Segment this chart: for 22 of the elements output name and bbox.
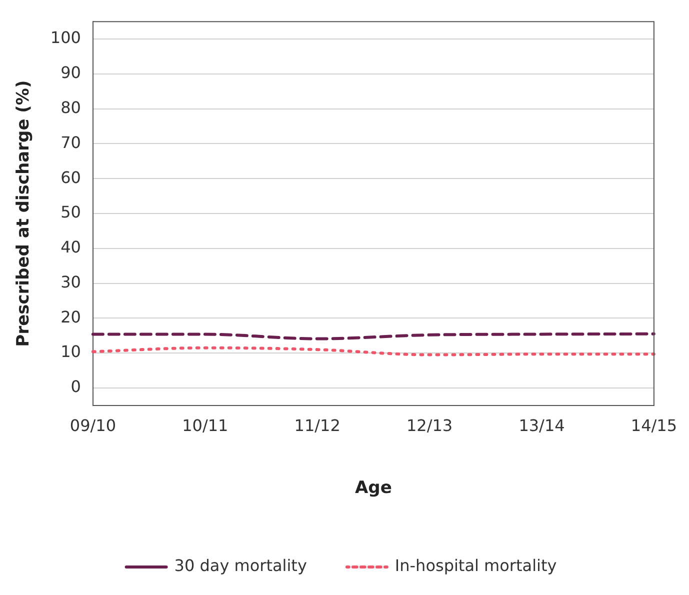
y-tick-label: 0 xyxy=(70,377,81,396)
y-tick-label: 90 xyxy=(60,63,81,82)
y-tick-label: 10 xyxy=(60,342,81,362)
line-series xyxy=(91,346,656,356)
y-tick-label: 20 xyxy=(60,307,81,326)
x-tick-label: 13/14 xyxy=(518,416,565,436)
legend-label: In-hospital mortality xyxy=(394,556,557,576)
y-axis-title: Prescribed at discharge (%) xyxy=(14,80,34,347)
x-tick-label: 12/13 xyxy=(406,416,453,436)
y-tick-label: 100 xyxy=(50,28,81,48)
y-tick-label: 40 xyxy=(60,238,81,257)
y-tick-label: 70 xyxy=(60,132,81,152)
x-axis-title: Age xyxy=(355,478,392,498)
x-tick-label: 14/15 xyxy=(630,416,677,436)
y-tick-label: 80 xyxy=(60,98,81,117)
legend-label: 30 day mortality xyxy=(174,556,307,576)
y-tick-label: 60 xyxy=(60,168,81,187)
x-tick-label: 11/12 xyxy=(294,416,340,436)
y-tick-label: 30 xyxy=(60,272,81,292)
x-tick-label: 10/11 xyxy=(182,416,228,436)
x-tick-label: 09/10 xyxy=(70,416,116,436)
y-tick-label: 50 xyxy=(60,202,81,222)
